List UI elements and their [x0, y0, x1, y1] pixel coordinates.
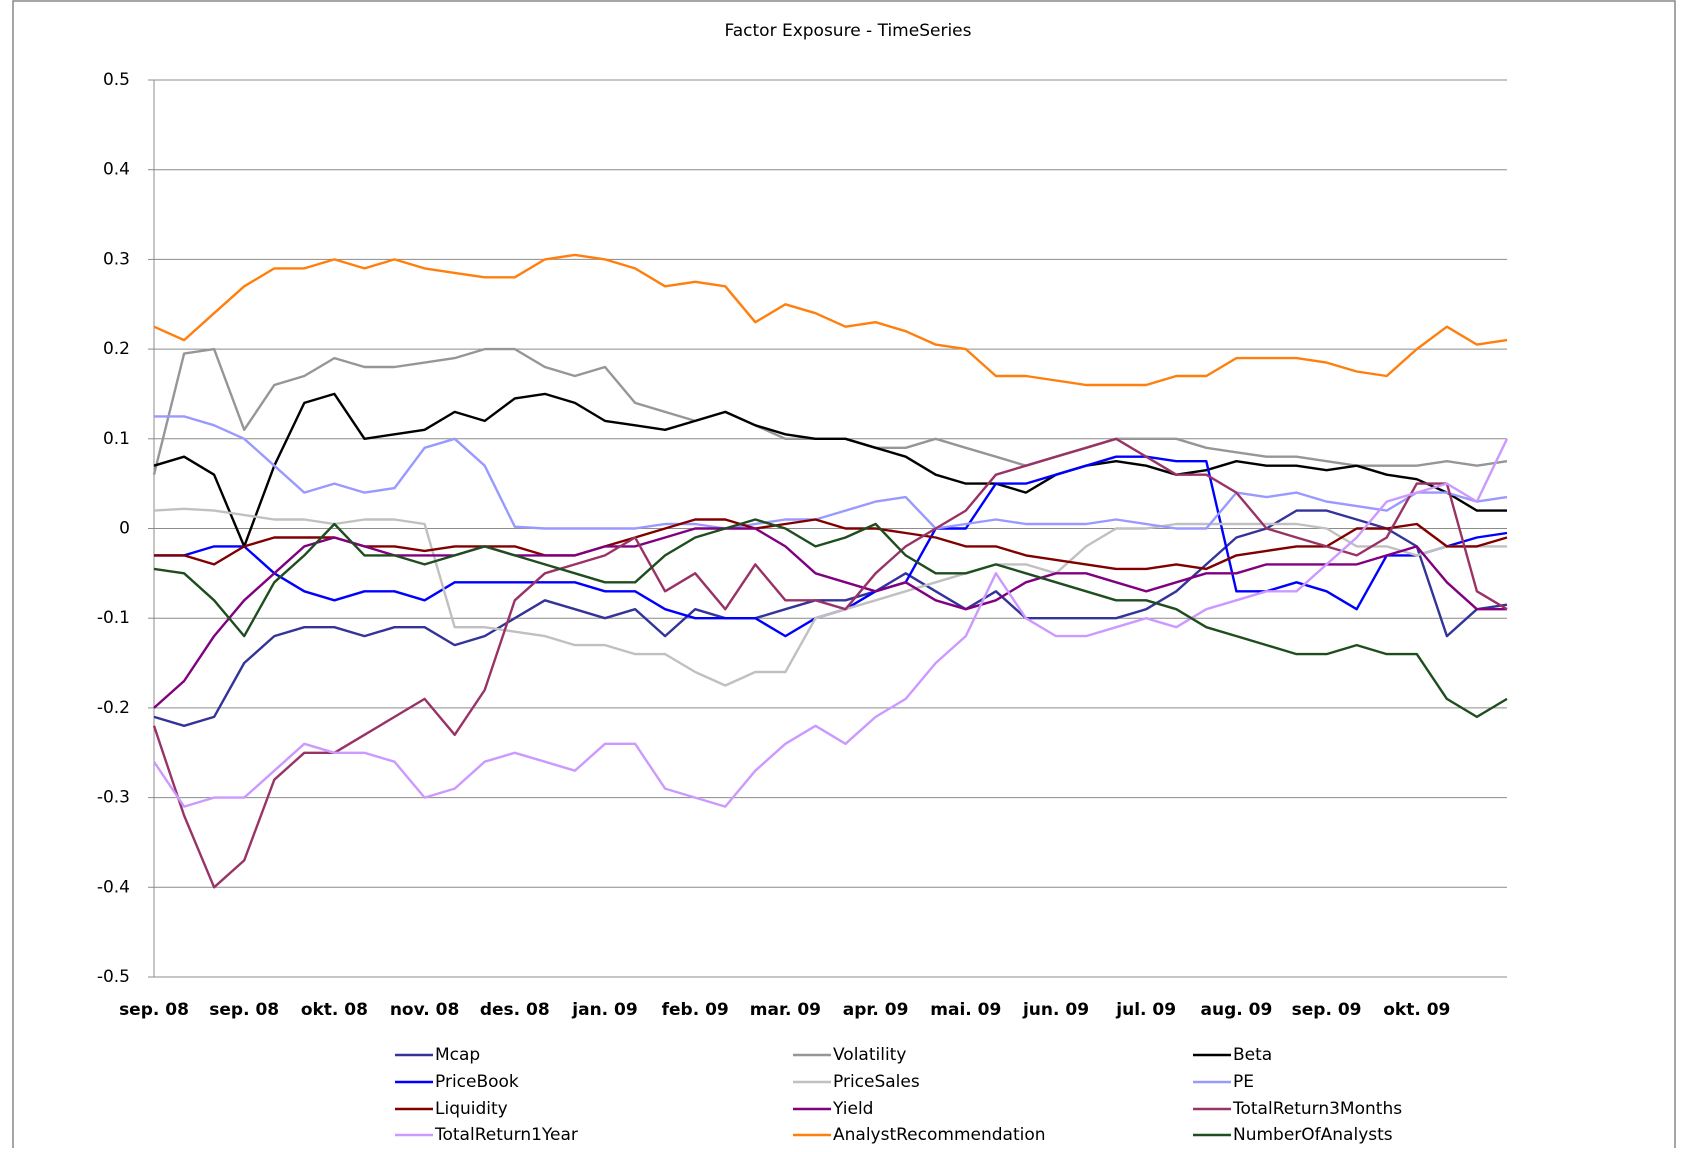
- y-tick-label: 0.3: [103, 249, 130, 269]
- y-tick-label: 0.2: [103, 339, 130, 359]
- x-tick-label: nov. 08: [390, 1000, 460, 1020]
- y-tick-label: -0.3: [97, 788, 130, 808]
- x-tick-label: jan. 09: [571, 1000, 637, 1020]
- series-line: [153, 253, 1508, 387]
- legend-label: Volatility: [833, 1045, 906, 1065]
- x-tick-label: aug. 09: [1201, 1000, 1273, 1020]
- x-tick-label: mai. 09: [930, 1000, 1001, 1020]
- legend-label: Liquidity: [435, 1099, 508, 1119]
- y-tick-label: 0.5: [103, 70, 130, 90]
- y-tick-label: -0.1: [97, 608, 130, 628]
- series-line: [154, 518, 1508, 571]
- series-line: [153, 509, 1508, 727]
- y-tick-label: 0.1: [103, 429, 130, 449]
- x-tick-label: sep. 08: [119, 1000, 189, 1020]
- series-line: [153, 507, 1507, 687]
- x-tick-label: okt. 08: [301, 1000, 368, 1020]
- x-tick-label: okt. 09: [1383, 1000, 1450, 1020]
- x-tick-label: jun. 09: [1022, 1000, 1089, 1020]
- legend-label: Yield: [832, 1099, 873, 1119]
- legend-label: TotalReturn1Year: [434, 1125, 578, 1145]
- legend-label: AnalystRecommendation: [833, 1125, 1046, 1145]
- legend-label: PE: [1233, 1072, 1254, 1092]
- chart-title: Factor Exposure - TimeSeries: [725, 21, 972, 41]
- y-tick-label: 0: [119, 519, 130, 539]
- y-tick-label: -0.5: [97, 967, 130, 987]
- legend-label: PriceSales: [833, 1072, 920, 1092]
- x-tick-label: feb. 09: [662, 1000, 729, 1020]
- series-line: [153, 527, 1507, 709]
- series-line: [153, 518, 1508, 719]
- series-line: [153, 392, 1507, 548]
- y-tick-label: -0.2: [97, 698, 130, 718]
- series-line: [152, 347, 1508, 475]
- x-tick-label: mar. 09: [750, 1000, 821, 1020]
- x-tick-label: des. 08: [480, 1000, 550, 1020]
- series-line: [153, 438, 1509, 808]
- y-tick-label: 0.4: [103, 160, 130, 180]
- legend-label: PriceBook: [435, 1072, 519, 1092]
- legend-label: Mcap: [435, 1045, 480, 1065]
- x-tick-label: sep. 09: [1292, 1000, 1362, 1020]
- y-tick-label: -0.4: [97, 877, 130, 897]
- series-line: [152, 437, 1508, 889]
- legend-label: Beta: [1233, 1045, 1272, 1065]
- legend-label: TotalReturn3Months: [1232, 1099, 1402, 1119]
- legend-label: NumberOfAnalysts: [1233, 1125, 1393, 1145]
- x-tick-label: apr. 09: [843, 1000, 909, 1020]
- x-tick-label: jul. 09: [1115, 1000, 1176, 1020]
- x-tick-label: sep. 08: [209, 1000, 279, 1020]
- series-line: [154, 415, 1508, 530]
